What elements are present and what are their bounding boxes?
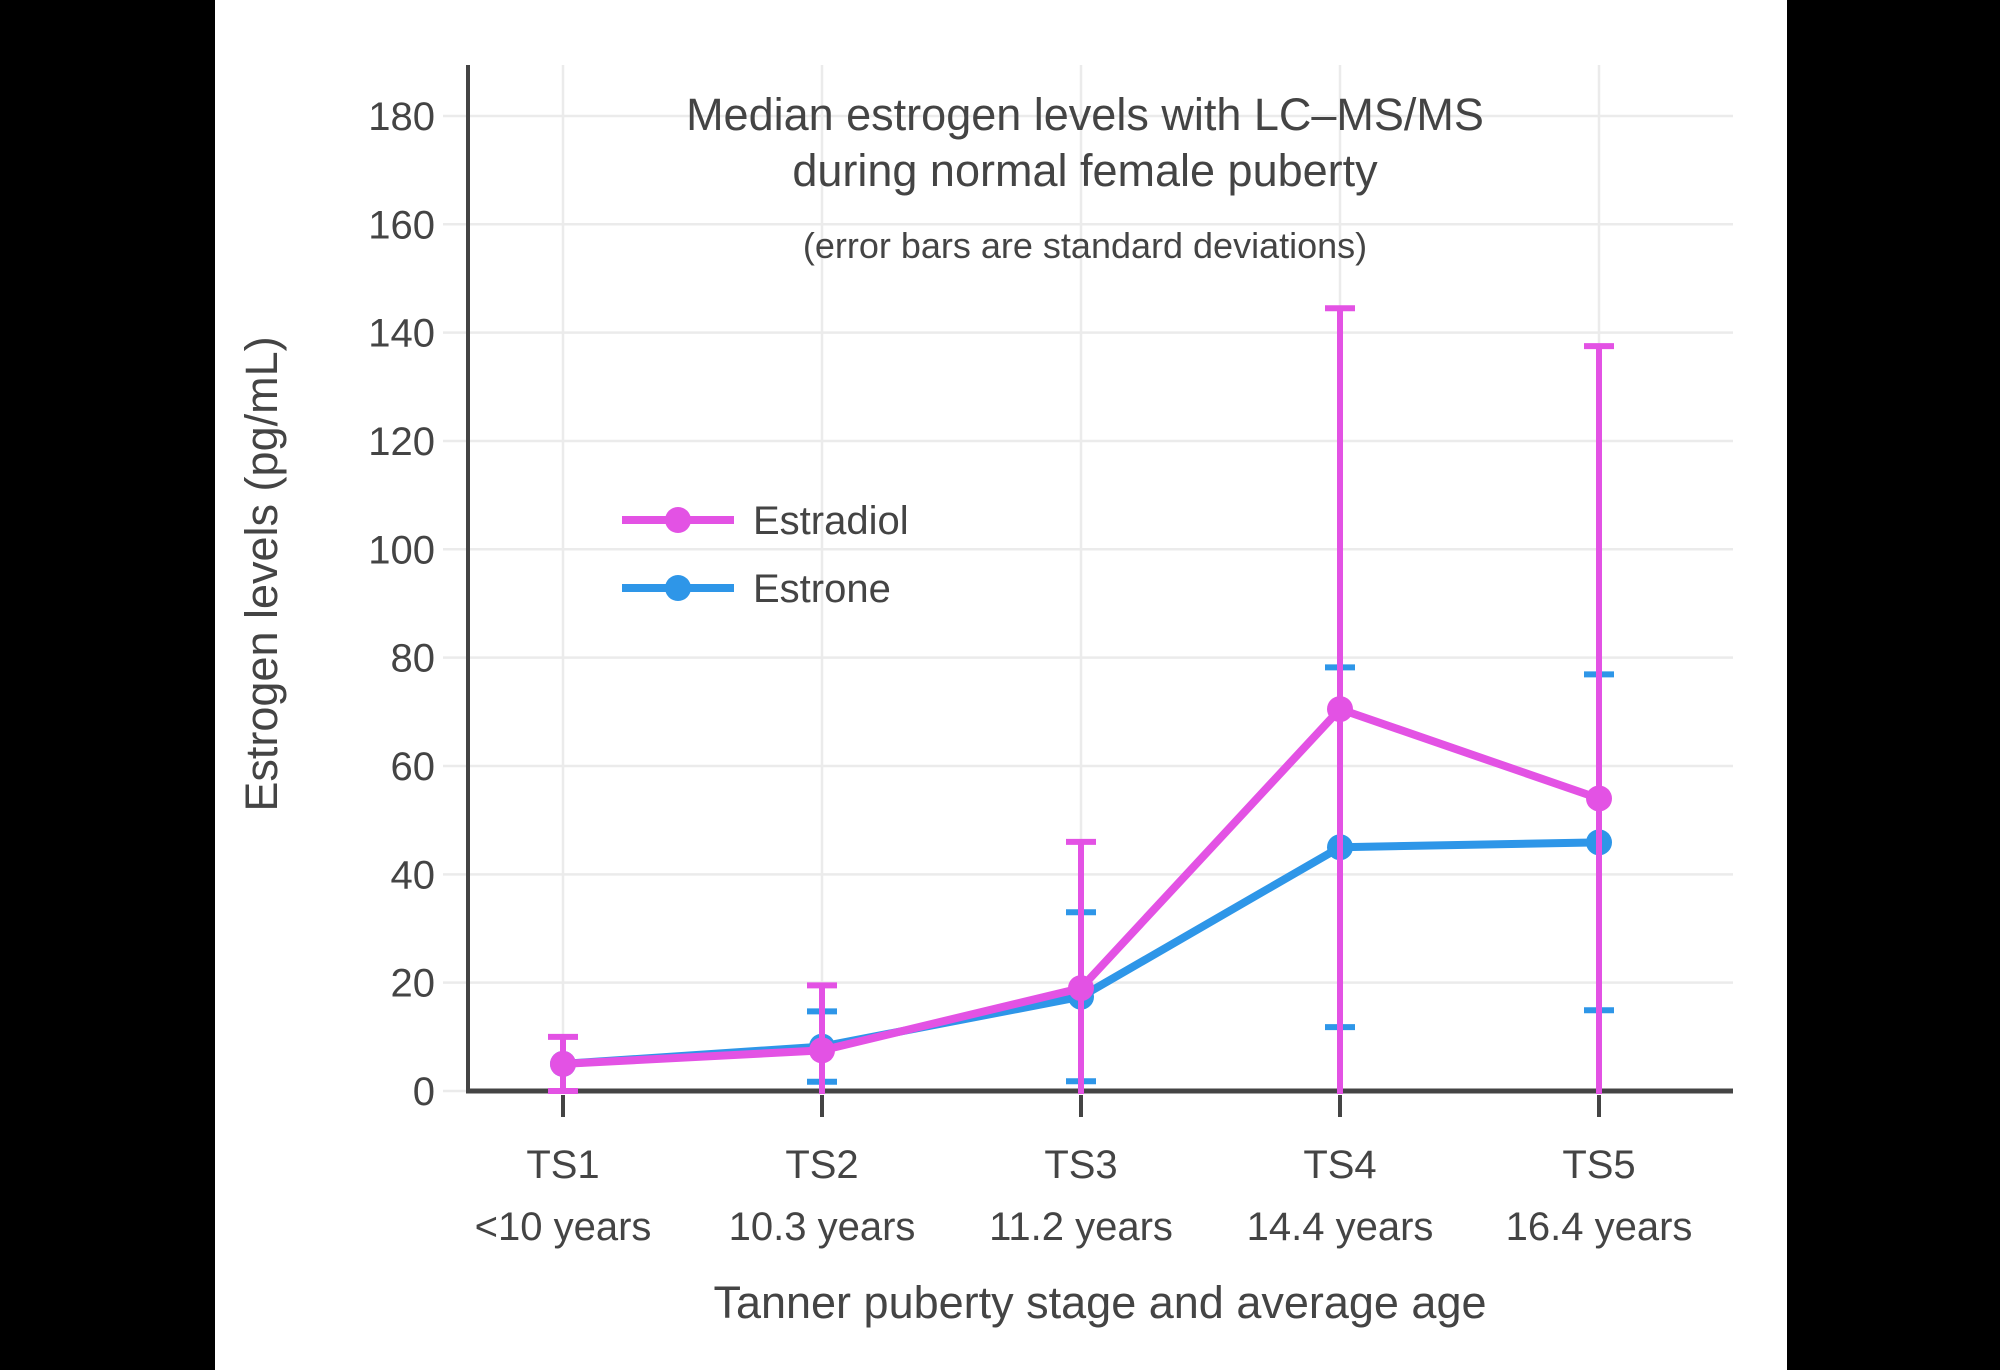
y-tick-label-20: 20 xyxy=(391,962,436,1006)
series-estradiol xyxy=(548,305,1614,1094)
legend-marker-estrone xyxy=(665,575,691,601)
legend-marker-estradiol xyxy=(665,507,691,533)
point-estradiol-TS1 xyxy=(550,1050,576,1077)
chart-canvas xyxy=(215,0,1787,1370)
x-age-label-TS2: 10.3 years xyxy=(729,1205,916,1249)
legend-label-estradiol: Estradiol xyxy=(753,499,909,543)
legend-item-estrone[interactable]: Estrone xyxy=(622,567,891,611)
x-tick-label-TS3: TS3 xyxy=(1044,1143,1117,1187)
x-age-label-TS4: 14.4 years xyxy=(1247,1205,1434,1249)
legend-label-estrone: Estrone xyxy=(753,567,891,611)
y-tick-label-120: 120 xyxy=(368,420,435,464)
point-estradiol-TS4 xyxy=(1327,696,1353,723)
x-tick-label-TS4: TS4 xyxy=(1303,1143,1376,1187)
x-tick-label-TS5: TS5 xyxy=(1562,1143,1635,1187)
y-tick-label-100: 100 xyxy=(368,528,435,572)
x-tick-label-TS1: TS1 xyxy=(526,1143,599,1187)
chart-title: Median estrogen levels with LC–MS/MS xyxy=(686,89,1484,140)
y-tick-label-160: 160 xyxy=(368,203,435,247)
plot-area: 0 20 40 60 80 100 120 140 160 180 TS1 <10 years TS2 1… xyxy=(368,65,1733,1249)
y-tick-label-140: 140 xyxy=(368,312,435,356)
x-axis-title: Tanner puberty stage and average age xyxy=(713,1277,1486,1328)
x-age-label-TS3: 11.2 years xyxy=(989,1205,1173,1249)
y-axis-title: Estrogen levels (pg/mL) xyxy=(236,336,287,811)
chart-subtitle: (error bars are standard deviations) xyxy=(803,225,1367,266)
y-tick-label-40: 40 xyxy=(391,853,436,897)
y-tick-label-80: 80 xyxy=(391,637,436,681)
chart-title-line2: during normal female puberty xyxy=(792,145,1378,196)
legend-item-estradiol[interactable]: Estradiol xyxy=(622,499,909,543)
y-tick-label-180: 180 xyxy=(368,95,435,139)
y-tick-label-60: 60 xyxy=(391,745,436,789)
x-age-label-TS5: 16.4 years xyxy=(1506,1205,1693,1249)
legend: Estradiol Estrone xyxy=(622,499,909,611)
x-tick-label-TS2: TS2 xyxy=(785,1143,858,1187)
y-tick-label-0: 0 xyxy=(413,1070,435,1114)
point-estradiol-TS5 xyxy=(1586,785,1612,812)
point-estradiol-TS3 xyxy=(1068,975,1094,1002)
x-age-label-TS1: <10 years xyxy=(475,1205,652,1249)
point-estradiol-TS2 xyxy=(809,1037,835,1064)
